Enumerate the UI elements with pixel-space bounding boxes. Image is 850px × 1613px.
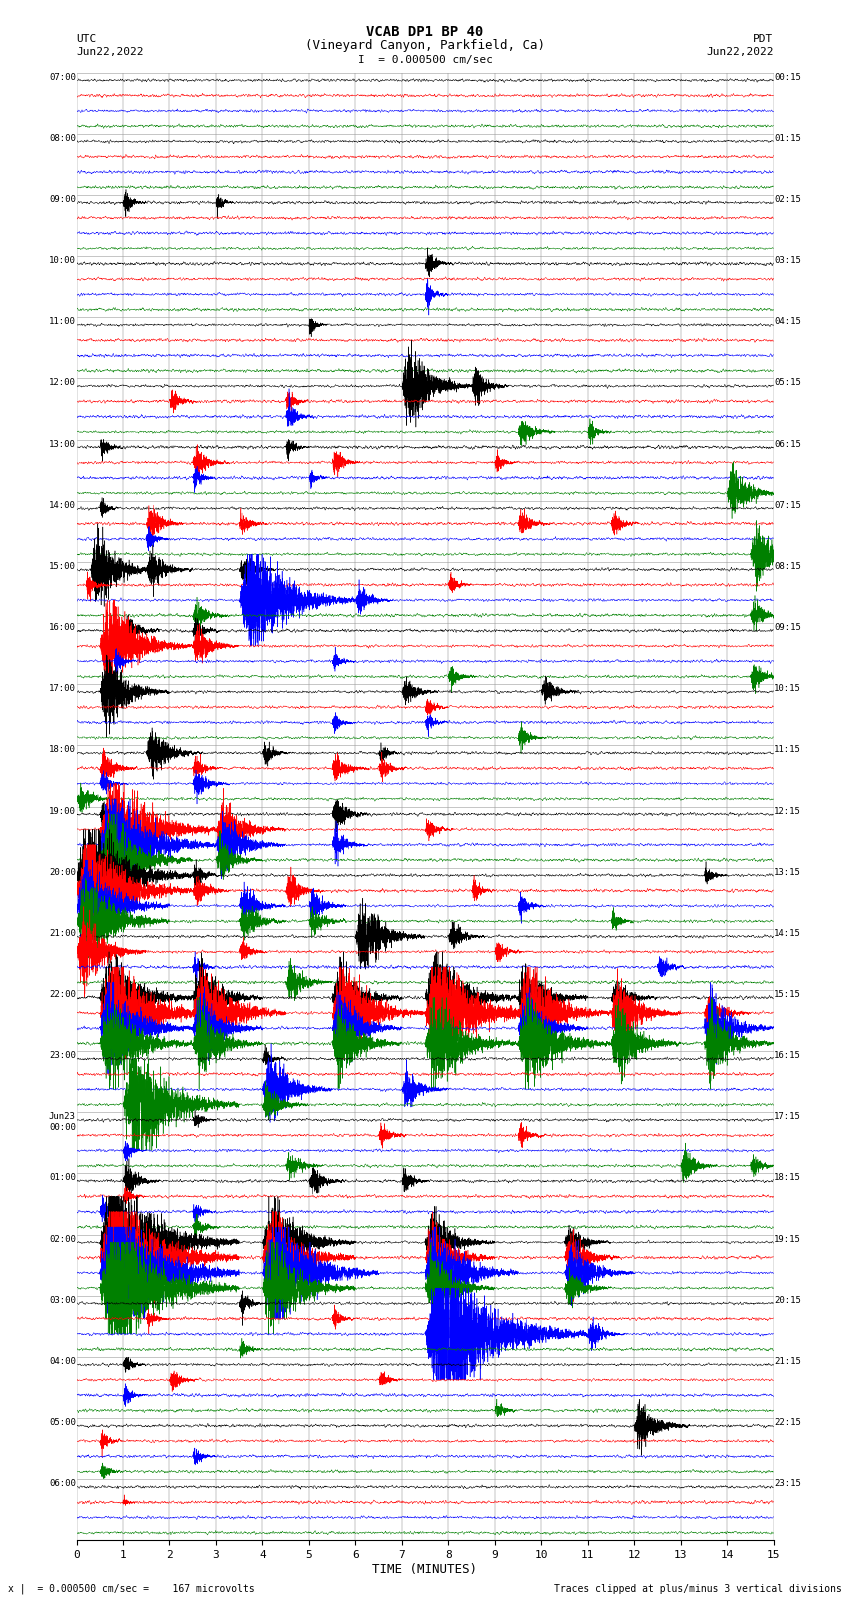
Text: 17:00: 17:00 bbox=[49, 684, 76, 694]
Text: I  = 0.000500 cm/sec: I = 0.000500 cm/sec bbox=[358, 55, 492, 65]
Text: 02:00: 02:00 bbox=[49, 1234, 76, 1244]
Text: PDT: PDT bbox=[753, 34, 774, 44]
Text: 06:15: 06:15 bbox=[774, 440, 801, 448]
Text: 03:00: 03:00 bbox=[49, 1295, 76, 1305]
Text: 11:15: 11:15 bbox=[774, 745, 801, 755]
Text: 03:15: 03:15 bbox=[774, 256, 801, 265]
Text: 04:00: 04:00 bbox=[49, 1357, 76, 1366]
Text: 05:00: 05:00 bbox=[49, 1418, 76, 1428]
Text: x |  = 0.000500 cm/sec =    167 microvolts: x | = 0.000500 cm/sec = 167 microvolts bbox=[8, 1584, 255, 1594]
Text: 23:15: 23:15 bbox=[774, 1479, 801, 1489]
Text: 19:15: 19:15 bbox=[774, 1234, 801, 1244]
Text: 01:00: 01:00 bbox=[49, 1174, 76, 1182]
Text: 21:00: 21:00 bbox=[49, 929, 76, 937]
Text: 20:15: 20:15 bbox=[774, 1295, 801, 1305]
Text: Jun23
00:00: Jun23 00:00 bbox=[49, 1113, 76, 1132]
Text: 04:15: 04:15 bbox=[774, 318, 801, 326]
Text: VCAB DP1 BP 40: VCAB DP1 BP 40 bbox=[366, 26, 484, 39]
Text: 21:15: 21:15 bbox=[774, 1357, 801, 1366]
Text: 07:00: 07:00 bbox=[49, 73, 76, 82]
Text: 18:15: 18:15 bbox=[774, 1174, 801, 1182]
Text: 14:15: 14:15 bbox=[774, 929, 801, 937]
Text: 07:15: 07:15 bbox=[774, 500, 801, 510]
Text: 15:00: 15:00 bbox=[49, 561, 76, 571]
Text: 12:15: 12:15 bbox=[774, 806, 801, 816]
Text: 01:15: 01:15 bbox=[774, 134, 801, 142]
Text: 22:15: 22:15 bbox=[774, 1418, 801, 1428]
Text: UTC: UTC bbox=[76, 34, 97, 44]
Text: 06:00: 06:00 bbox=[49, 1479, 76, 1489]
Text: 10:15: 10:15 bbox=[774, 684, 801, 694]
Text: 09:15: 09:15 bbox=[774, 623, 801, 632]
Text: 00:15: 00:15 bbox=[774, 73, 801, 82]
Text: 20:00: 20:00 bbox=[49, 868, 76, 876]
Text: 13:15: 13:15 bbox=[774, 868, 801, 876]
Text: 08:15: 08:15 bbox=[774, 561, 801, 571]
Text: 10:00: 10:00 bbox=[49, 256, 76, 265]
Text: 02:15: 02:15 bbox=[774, 195, 801, 203]
Text: 12:00: 12:00 bbox=[49, 379, 76, 387]
Text: 17:15: 17:15 bbox=[774, 1113, 801, 1121]
Text: Traces clipped at plus/minus 3 vertical divisions: Traces clipped at plus/minus 3 vertical … bbox=[553, 1584, 842, 1594]
Text: 05:15: 05:15 bbox=[774, 379, 801, 387]
Text: 19:00: 19:00 bbox=[49, 806, 76, 816]
Text: 09:00: 09:00 bbox=[49, 195, 76, 203]
Text: 08:00: 08:00 bbox=[49, 134, 76, 142]
Text: 18:00: 18:00 bbox=[49, 745, 76, 755]
Text: 11:00: 11:00 bbox=[49, 318, 76, 326]
Text: 15:15: 15:15 bbox=[774, 990, 801, 998]
Text: 13:00: 13:00 bbox=[49, 440, 76, 448]
Text: 23:00: 23:00 bbox=[49, 1052, 76, 1060]
Text: 16:15: 16:15 bbox=[774, 1052, 801, 1060]
X-axis label: TIME (MINUTES): TIME (MINUTES) bbox=[372, 1563, 478, 1576]
Text: (Vineyard Canyon, Parkfield, Ca): (Vineyard Canyon, Parkfield, Ca) bbox=[305, 39, 545, 52]
Text: Jun22,2022: Jun22,2022 bbox=[76, 47, 144, 56]
Text: 14:00: 14:00 bbox=[49, 500, 76, 510]
Text: 16:00: 16:00 bbox=[49, 623, 76, 632]
Text: Jun22,2022: Jun22,2022 bbox=[706, 47, 774, 56]
Text: 22:00: 22:00 bbox=[49, 990, 76, 998]
